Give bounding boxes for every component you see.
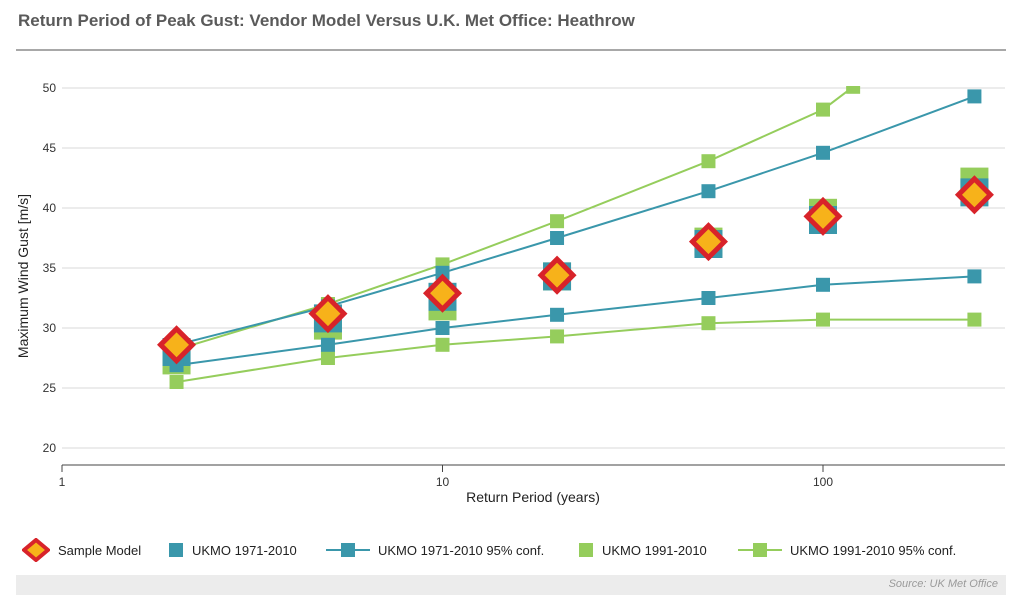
conf-marker (320, 351, 335, 365)
legend-item-ukmo-1971: UKMO 1971-2010 (168, 538, 297, 562)
conf-marker (701, 291, 716, 305)
y-tick-label: 25 (43, 381, 57, 395)
y-tick-label: 40 (43, 201, 57, 215)
legend-label: Sample Model (58, 542, 142, 558)
conf-marker (435, 265, 450, 280)
sample-model-diamond (308, 294, 348, 334)
y-axis-label: Maximum Wind Gust [m/s] (15, 194, 31, 358)
conf-marker (816, 312, 830, 327)
legend-diamond-icon (22, 538, 50, 562)
x-axis-label: Return Period (years) (466, 489, 600, 505)
legend-square-icon (169, 543, 183, 557)
legend-item-sample-model: Sample Model (22, 538, 141, 562)
y-tick-label: 35 (43, 261, 57, 275)
conf-marker (435, 337, 450, 352)
sample-model-diamond (422, 273, 463, 313)
conf-marker (550, 231, 565, 245)
legend-label: UKMO 1991-2010 (602, 542, 707, 558)
legend-item-ukmo-1991-conf: UKMO 1991-2010 95% conf. (738, 538, 956, 562)
legend-item-ukmo-1971-conf: UKMO 1971-2010 95% conf. (326, 538, 544, 562)
conf-marker (967, 312, 982, 327)
conf-marker (320, 337, 335, 352)
legend-label: UKMO 1991-2010 95% conf. (790, 542, 957, 558)
x-tick-label: 1 (59, 475, 66, 489)
y-tick-label: 30 (43, 321, 57, 335)
legend-label: UKMO 1971-2010 (192, 542, 297, 558)
x-tick-label: 10 (436, 475, 450, 489)
conf-marker (169, 358, 184, 373)
conf-lower-line (176, 318, 975, 383)
conf-marker (701, 154, 716, 169)
chart-title: Return Period of Peak Gust: Vendor Model… (18, 11, 635, 30)
conf-marker (816, 277, 830, 292)
conf-lower-line (176, 275, 975, 367)
conf-marker (550, 329, 565, 344)
chart-plot-area: 20 25 30 35 40 45 50 1 10 100 Return Period (years… (15, 81, 1005, 505)
conf-marker (967, 89, 982, 104)
y-tick-label: 20 (43, 441, 57, 455)
conf-marker (967, 269, 982, 284)
title-divider (16, 49, 1006, 51)
source-bar: Source: UK Met Office (16, 575, 1006, 595)
conf-marker (701, 316, 716, 331)
y-tick-label: 45 (43, 141, 57, 155)
legend-label: UKMO 1971-2010 95% conf. (378, 542, 545, 558)
conf-marker (816, 145, 830, 160)
sample-model-diamond (537, 255, 577, 295)
conf-marker (435, 321, 450, 335)
conf-marker (169, 375, 184, 389)
conf-marker (846, 86, 861, 94)
conf-marker (550, 307, 565, 322)
sample-model-diamond (688, 222, 728, 262)
legend-square-icon (579, 543, 593, 557)
sample-model-diamond (954, 175, 994, 215)
conf-upper-line (176, 95, 975, 346)
x-tick-label: 100 (813, 475, 833, 489)
legend-item-ukmo-1991: UKMO 1991-2010 (578, 538, 707, 562)
conf-marker (550, 214, 565, 229)
y-tick-label: 50 (43, 81, 57, 95)
sample-model-diamond (803, 196, 843, 236)
conf-marker (701, 184, 716, 199)
legend-line-icon (326, 543, 370, 557)
conf-upper-line (176, 86, 854, 351)
sample-model-diamond (157, 325, 197, 365)
chart-legend: Sample Model UKMO 1971-2010 UKMO 1971-20… (18, 538, 1008, 564)
series-group (157, 86, 994, 389)
legend-line-icon (738, 543, 782, 557)
source-note: Source: UK Met Office (888, 578, 998, 590)
conf-marker (816, 102, 830, 117)
